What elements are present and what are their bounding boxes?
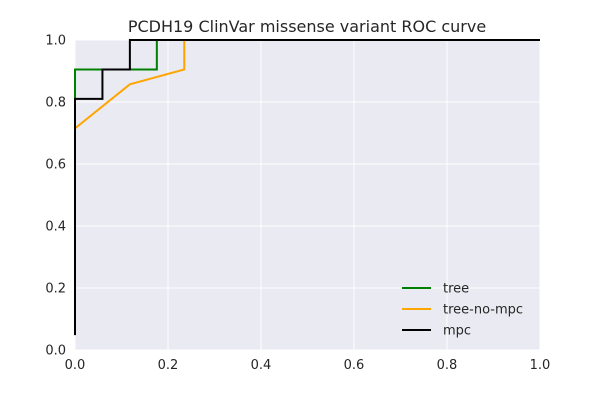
y-tick-label: 0.4	[45, 220, 66, 235]
series-line-mpc	[74, 39, 540, 336]
legend-label-tree: tree	[443, 282, 469, 297]
x-tick-label: 0.2	[158, 358, 179, 373]
x-tick-label: 0.0	[65, 358, 86, 373]
y-axis-tick-labels: 0.0 0.2 0.4 0.6 0.8 1.0	[45, 34, 66, 359]
y-tick-label: 0.0	[45, 344, 66, 359]
y-tick-label: 0.6	[45, 158, 66, 173]
y-tick-label: 0.2	[45, 282, 66, 297]
x-tick-label: 1.0	[530, 358, 551, 373]
chart-title: PCDH19 ClinVar missense variant ROC curv…	[128, 17, 486, 36]
legend-label-mpc: mpc	[443, 324, 471, 339]
y-tick-label: 1.0	[45, 34, 66, 49]
x-axis-tick-labels: 0.0 0.2 0.4 0.6 0.8 1.0	[65, 358, 551, 373]
y-tick-label: 0.8	[45, 96, 66, 111]
legend: tree tree-no-mpc mpc	[402, 282, 523, 339]
plot-area	[75, 40, 540, 350]
legend-label-tree-no-mpc: tree-no-mpc	[443, 303, 523, 318]
series-lines	[74, 39, 540, 336]
x-tick-label: 0.8	[437, 358, 458, 373]
x-tick-label: 0.4	[251, 358, 272, 373]
x-tick-label: 0.6	[344, 358, 365, 373]
